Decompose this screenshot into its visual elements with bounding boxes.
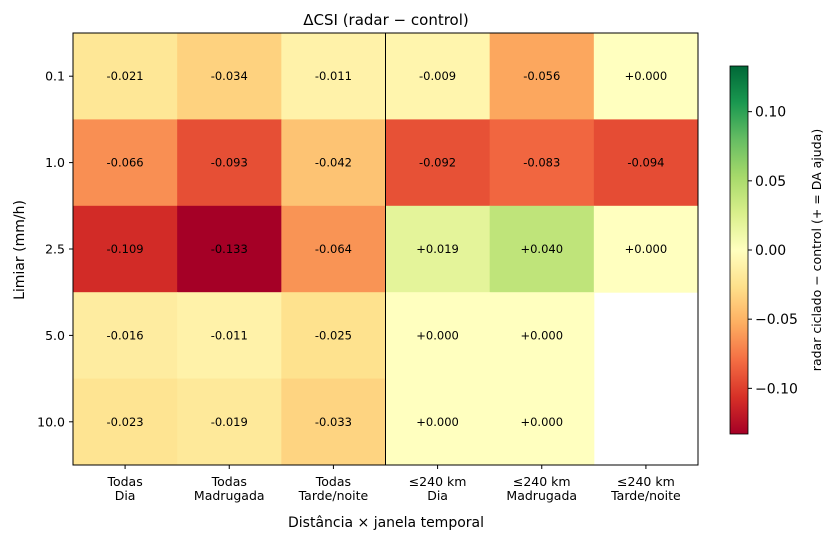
cell-value-label: -0.093 xyxy=(211,156,248,170)
colorbar-tick-label: −0.10 xyxy=(755,381,798,397)
y-axis-ticks: 0.1 1.0 2.5 5.0 10.0 xyxy=(37,69,73,429)
y-tick-label: 5.0 xyxy=(45,328,65,343)
x-tick-label: ≤240 km xyxy=(409,474,467,489)
heatmap-cell xyxy=(385,205,491,293)
heatmap-cell xyxy=(281,378,386,466)
heatmap-cell xyxy=(385,119,491,207)
x-tick-label: ≤240 km xyxy=(617,474,675,489)
y-tick-label: 2.5 xyxy=(45,242,65,257)
heatmap-cell xyxy=(281,119,386,207)
x-axis-ticks: TodasDiaTodasMadrugadaTodasTarde/noite≤2… xyxy=(106,465,681,503)
cell-value-label: -0.011 xyxy=(211,328,248,342)
cell-value-label: -0.092 xyxy=(419,156,456,170)
heatmap-cell xyxy=(593,205,699,293)
heatmap-cell xyxy=(73,33,178,120)
x-tick-label: Tarde/noite xyxy=(610,488,681,503)
heatmap-cell xyxy=(489,205,595,293)
x-tick-label: Tarde/noite xyxy=(298,488,369,503)
x-tick-label: Todas xyxy=(106,474,142,489)
cell-value-label: +0.000 xyxy=(520,415,563,429)
cell-value-label: -0.009 xyxy=(419,69,456,83)
cell-value-label: -0.025 xyxy=(315,328,352,342)
cell-value-label: -0.109 xyxy=(107,242,144,256)
heatmap-cell xyxy=(73,205,178,293)
cell-value-label: -0.021 xyxy=(107,69,144,83)
cell-value-label: +0.000 xyxy=(416,415,459,429)
heatmap-cell xyxy=(177,33,282,120)
cell-value-label: -0.056 xyxy=(523,69,560,83)
cell-value-label: -0.083 xyxy=(523,156,560,170)
cell-value-label: -0.023 xyxy=(107,415,144,429)
heatmap-cell xyxy=(489,119,595,207)
x-tick-label: Madrugada xyxy=(506,488,577,503)
cell-value-label: -0.011 xyxy=(315,69,352,83)
heatmap-cell xyxy=(281,292,386,380)
cell-value-label: -0.042 xyxy=(315,156,352,170)
heatmap-cell xyxy=(489,292,595,380)
heatmap-cell-labels: -0.021 -0.034 -0.011 -0.009 -0.056 +0.000 -0.0… xyxy=(107,69,668,429)
heatmap-cell xyxy=(489,33,595,120)
heatmap-cell xyxy=(281,33,386,120)
x-tick-label: ≤240 km xyxy=(513,474,571,489)
cell-value-label: +0.000 xyxy=(625,69,668,83)
heatmap-cell xyxy=(73,378,178,466)
colorbar xyxy=(729,65,749,435)
heatmap-cell xyxy=(489,378,595,466)
heatmap-cell xyxy=(281,205,386,293)
cell-value-label: +0.000 xyxy=(520,328,563,342)
cell-value-label: -0.034 xyxy=(211,69,248,83)
colorbar-ticks: 0.10 0.05 0.00 −0.05 −0.10 xyxy=(748,105,798,397)
heatmap-cell xyxy=(385,33,491,120)
heatmap-cell xyxy=(177,292,282,380)
x-tick-label: Todas xyxy=(211,474,247,489)
y-tick-label: 0.1 xyxy=(45,69,65,84)
cell-value-label: -0.016 xyxy=(107,328,144,342)
chart-title: ΔCSI (radar − control) xyxy=(303,11,469,29)
cell-value-label: -0.066 xyxy=(107,156,144,170)
heatmap-cell xyxy=(177,119,282,207)
x-axis-label: Distância × janela temporal xyxy=(288,515,484,531)
x-tick-label: Madrugada xyxy=(194,488,265,503)
x-tick-label: Dia xyxy=(427,488,448,503)
colorbar-tick-label: −0.05 xyxy=(755,312,798,328)
heatmap-cells xyxy=(73,33,699,466)
y-axis-label: Limiar (mm/h) xyxy=(12,200,28,300)
cell-value-label: -0.133 xyxy=(211,242,248,256)
cell-value-label: +0.019 xyxy=(416,242,459,256)
colorbar-tick-label: 0.00 xyxy=(755,243,786,259)
cell-value-label: +0.000 xyxy=(625,242,668,256)
heatmap-cell xyxy=(385,292,491,380)
y-tick-label: 1.0 xyxy=(45,155,65,170)
cell-value-label: -0.019 xyxy=(211,415,248,429)
colorbar-tick-label: 0.10 xyxy=(755,105,786,121)
cell-value-label: +0.040 xyxy=(520,242,563,256)
heatmap-cell xyxy=(177,205,282,293)
colorbar-label: radar ciclado − control (+ = DA ajuda) xyxy=(809,129,824,371)
heatmap-cell xyxy=(73,119,178,207)
heatmap-cell xyxy=(177,378,282,466)
heatmap-cell xyxy=(593,119,699,207)
heatmap-cell xyxy=(385,378,491,466)
heatmap-cell xyxy=(73,292,178,380)
cell-value-label: -0.033 xyxy=(315,415,352,429)
cell-value-label: -0.064 xyxy=(315,242,352,256)
x-tick-label: Todas xyxy=(315,474,351,489)
y-tick-label: 10.0 xyxy=(37,414,65,429)
cell-value-label: -0.094 xyxy=(627,156,664,170)
x-tick-label: Dia xyxy=(115,488,136,503)
heatmap-cell xyxy=(593,33,699,120)
colorbar-tick-label: 0.05 xyxy=(755,174,786,190)
cell-value-label: +0.000 xyxy=(416,328,459,342)
